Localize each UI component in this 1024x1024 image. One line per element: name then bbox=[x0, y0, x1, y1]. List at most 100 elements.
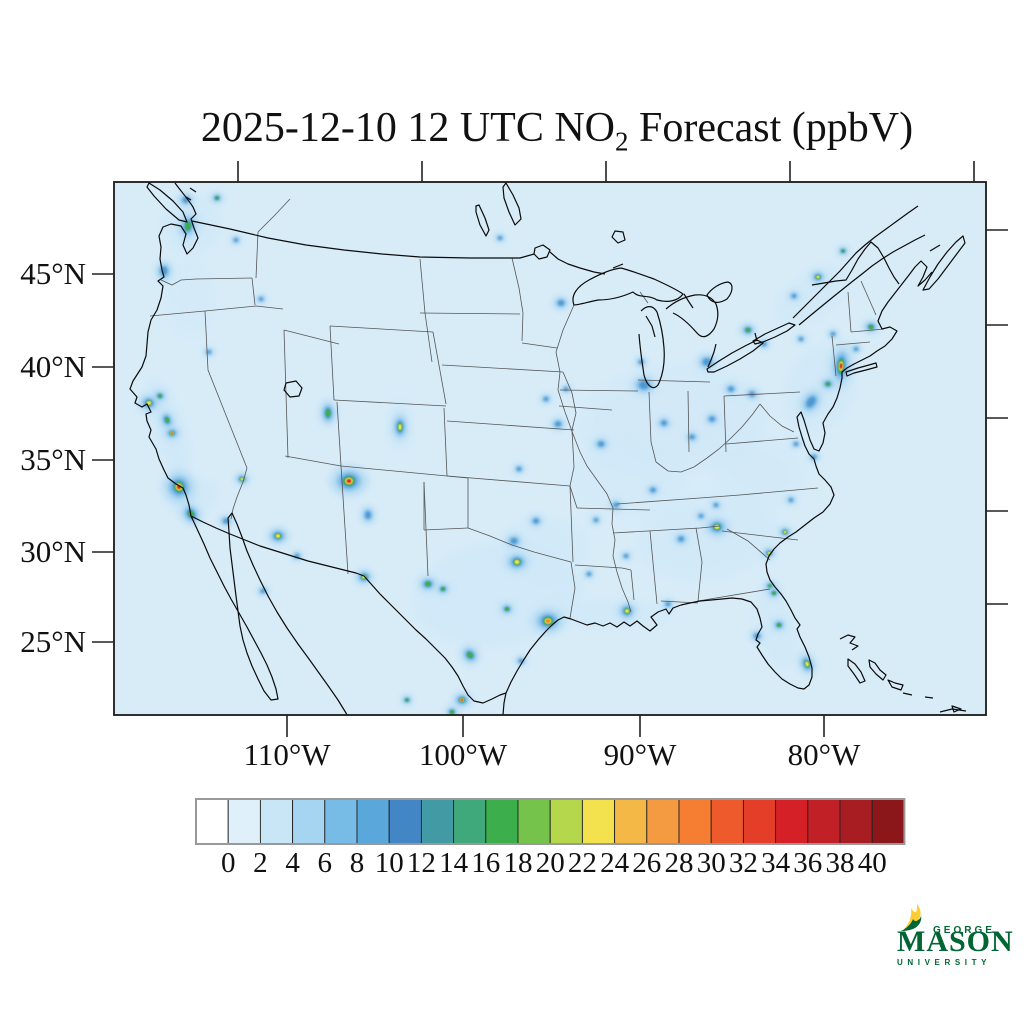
axis-ticks bbox=[92, 161, 1008, 737]
title-prefix: 2025-12-10 12 UTC NO bbox=[200, 105, 616, 151]
lat-tick-label: 25°N bbox=[20, 624, 86, 659]
city-plume-laredo bbox=[400, 695, 414, 705]
colorbar-tick-label: 38 bbox=[826, 847, 855, 879]
city-plume-raleigh bbox=[785, 495, 797, 505]
city-plume-winnipeg bbox=[494, 233, 506, 243]
lat-tick-label: 45°N bbox=[20, 256, 86, 291]
colorbar-segment bbox=[485, 798, 519, 845]
city-plume-toronto bbox=[739, 323, 757, 337]
city-plume-shreveport bbox=[583, 569, 595, 579]
colorbar-segment bbox=[710, 798, 744, 845]
colorbar-segment bbox=[259, 798, 294, 845]
city-plume-wichita bbox=[512, 464, 526, 474]
city-plume-fresno bbox=[159, 410, 175, 430]
city-plume-philadelphia bbox=[820, 377, 836, 391]
geography-layer bbox=[129, 182, 967, 715]
lon-tick-label: 90°W bbox=[604, 737, 677, 772]
city-plume-buffalo bbox=[757, 339, 771, 349]
city-plume-knoxville bbox=[710, 500, 722, 510]
colorbar-tick-label: 16 bbox=[471, 847, 500, 879]
city-plume-oklahoma_city bbox=[505, 533, 523, 549]
city-plume-st_louis bbox=[593, 437, 609, 451]
colorbar-segment bbox=[775, 798, 809, 845]
city-plume-eagle_pass bbox=[452, 692, 472, 708]
city-plume-montreal bbox=[809, 270, 827, 284]
city-plume-midland_odessa bbox=[418, 576, 438, 592]
city-plume-jackson_ms bbox=[620, 551, 632, 561]
city-plume-orlando bbox=[771, 619, 787, 631]
city-plume-denver bbox=[391, 412, 409, 442]
city-plume-san_antonio bbox=[460, 645, 480, 665]
lat-tick-label: 40°N bbox=[20, 349, 86, 384]
city-plume-quebec_city bbox=[836, 246, 850, 256]
colorbar-segment bbox=[420, 798, 455, 845]
city-plume-chattanooga bbox=[695, 511, 707, 521]
colorbar-tick-label: 8 bbox=[350, 847, 365, 879]
colorbar bbox=[195, 798, 906, 845]
gmu-logo-university: UNIVERSITY bbox=[897, 958, 992, 967]
city-plume-albany bbox=[827, 329, 839, 339]
city-plume-albuquerque bbox=[360, 505, 376, 525]
colorbar-segment bbox=[227, 798, 261, 845]
colorbar-tick-label: 36 bbox=[793, 847, 822, 879]
colorbar-tick-label: 6 bbox=[318, 847, 333, 879]
colorbar-tick-label: 0 bbox=[221, 847, 236, 879]
city-plume-portland bbox=[155, 260, 173, 282]
city-plume-houston bbox=[531, 607, 565, 635]
city-plume-mobile bbox=[661, 599, 675, 609]
colorbar-tick-label: 40 bbox=[858, 847, 887, 879]
city-plume-indianapolis bbox=[656, 417, 672, 429]
city-plume-boston bbox=[862, 320, 880, 334]
coastlines bbox=[129, 182, 967, 715]
colorbar-tick-label: 32 bbox=[729, 847, 758, 879]
city-plume-bakersfield bbox=[163, 426, 181, 440]
colorbar-tick-label: 12 bbox=[407, 847, 436, 879]
title-subscript: 2 bbox=[615, 126, 629, 157]
city-plume-monterrey bbox=[444, 706, 460, 715]
city-plume-four_corners bbox=[329, 465, 369, 497]
city-plume-tulsa bbox=[528, 515, 544, 527]
city-plume-boise bbox=[255, 294, 267, 304]
axis-labels: 110°W 100°W 90°W 80°W 45°N 40°N 35°N 30°N 25°N bbox=[20, 256, 861, 772]
city-plume-syracuse bbox=[795, 334, 807, 344]
city-plume-cleveland bbox=[723, 383, 739, 395]
city-plume-ottawa bbox=[787, 291, 801, 301]
colorbar-labels: 0 2 4 6 8 10 12 14 16 18 20 22 24 26 28 30 32 34 36 38 40 bbox=[221, 847, 887, 879]
city-plume-spokane bbox=[230, 235, 242, 245]
colorbar-segment bbox=[292, 798, 326, 845]
colorbar-tick-label: 10 bbox=[375, 847, 404, 879]
colorbar-tick-label: 30 bbox=[697, 847, 726, 879]
city-plume-cincinnati bbox=[685, 431, 699, 443]
city-plume-los_angeles bbox=[162, 469, 196, 505]
colorbar-tick-label: 14 bbox=[439, 847, 469, 879]
colorbar-segment bbox=[678, 798, 712, 845]
colorbar-segment bbox=[646, 798, 680, 845]
lon-tick-label: 80°W bbox=[788, 737, 861, 772]
city-plume-minneapolis bbox=[552, 296, 570, 310]
colorbar-tick-label: 34 bbox=[761, 847, 791, 879]
colorbar-tick-label: 28 bbox=[665, 847, 694, 879]
colorbar-tick-label: 2 bbox=[253, 847, 268, 879]
city-plume-kansas_city bbox=[550, 417, 566, 431]
gmu-flame-icon bbox=[901, 904, 922, 931]
map-frame bbox=[113, 181, 987, 716]
city-plume-milwaukee bbox=[634, 357, 648, 367]
city-plume-detroit bbox=[696, 353, 718, 371]
title-suffix: Forecast (ppbV) bbox=[628, 105, 914, 151]
city-plume-richmond bbox=[790, 439, 802, 449]
city-plume-salt_lake_city bbox=[319, 399, 337, 427]
colorbar-segment bbox=[453, 798, 487, 845]
city-plume-calgary bbox=[210, 192, 224, 204]
colorbar-segment bbox=[549, 798, 583, 845]
no2-concentration-field bbox=[137, 192, 880, 715]
city-plume-el_paso bbox=[354, 569, 374, 585]
gmu-logo: GEORGE MASON UNIVERSITY bbox=[897, 903, 1017, 981]
lat-tick-label: 35°N bbox=[20, 442, 86, 477]
colorbar-segment bbox=[871, 798, 905, 845]
colorbar-segment bbox=[807, 798, 841, 845]
city-plume-seattle bbox=[178, 212, 198, 240]
city-plume-hartford bbox=[850, 344, 862, 354]
colorbar-tick-label: 20 bbox=[536, 847, 565, 879]
